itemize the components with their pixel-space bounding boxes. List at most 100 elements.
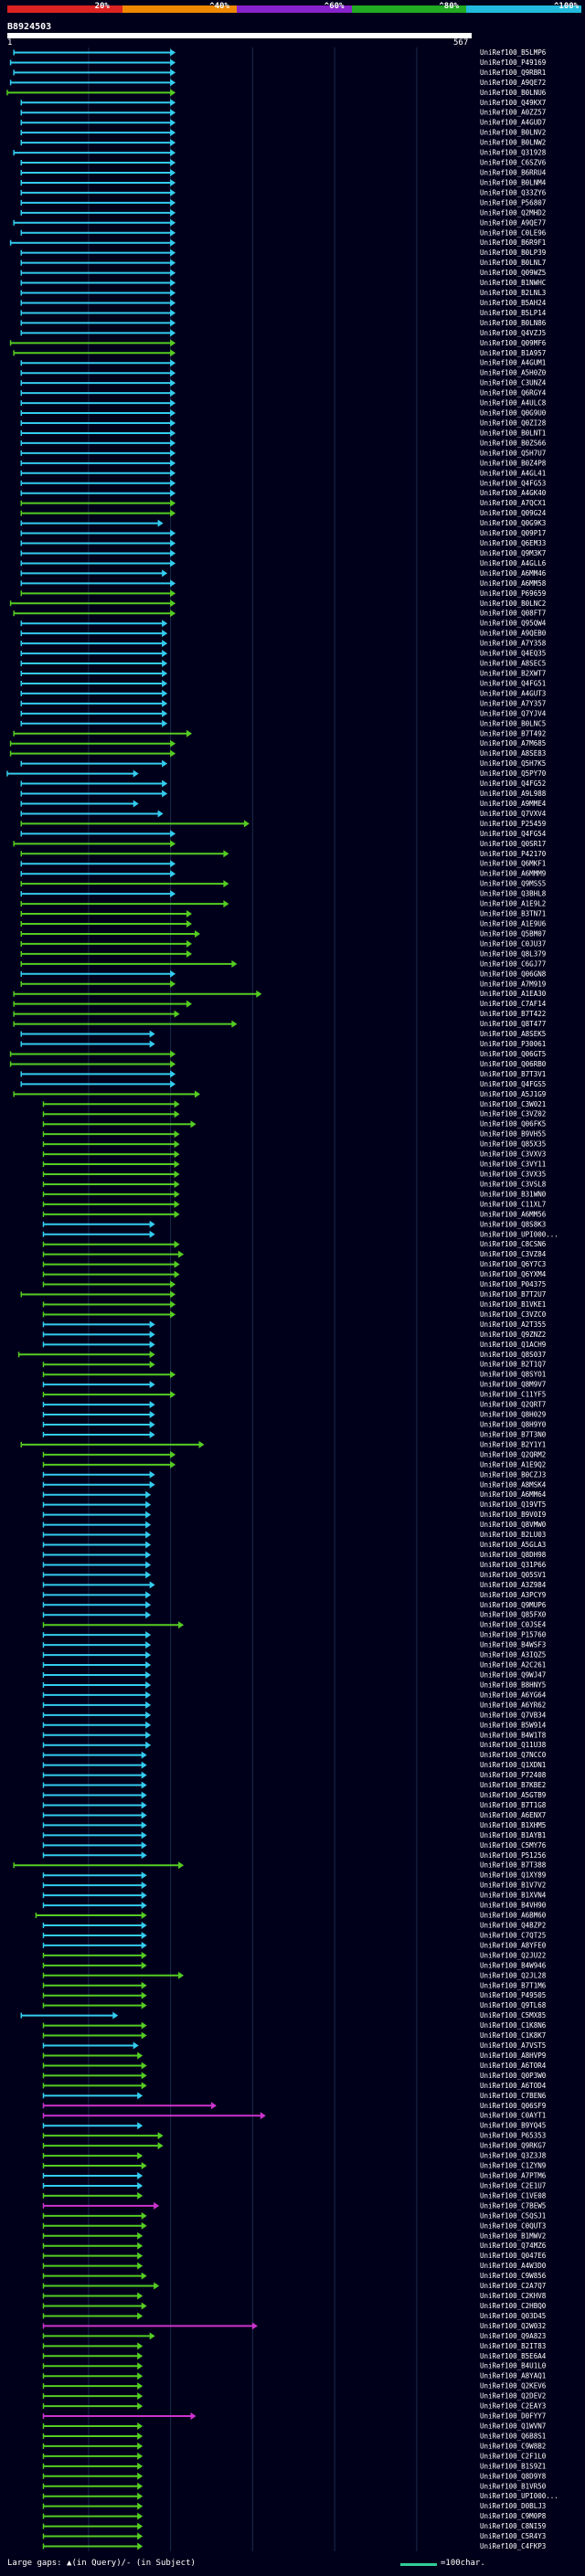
- hit-row[interactable]: UniRef100_Q7VXV4: [20, 810, 547, 818]
- hit-label[interactable]: UniRef100_Q0G9U0: [480, 409, 547, 418]
- hit-row[interactable]: UniRef100_C9W856: [42, 2272, 547, 2280]
- hit-label[interactable]: UniRef100_Q11U38: [480, 1741, 547, 1749]
- hit-label[interactable]: UniRef100_Q6EM33: [480, 539, 546, 547]
- hit-row[interactable]: UniRef100_A0ZZ57: [20, 109, 546, 117]
- hit-label[interactable]: UniRef100_A1E9U6: [480, 920, 547, 928]
- hit-row[interactable]: UniRef100_Q9ZNZ2: [42, 1330, 546, 1339]
- hit-label[interactable]: UniRef100_B5W914: [480, 1721, 547, 1729]
- hit-row[interactable]: UniRef100_A6YR62: [42, 1701, 546, 1709]
- hit-label[interactable]: UniRef100_Q0ZI28: [480, 419, 547, 428]
- hit-row[interactable]: UniRef100_Q33ZY6: [20, 188, 547, 196]
- hit-row[interactable]: UniRef100_Q6B8S1: [42, 2432, 546, 2440]
- hit-row[interactable]: UniRef100_B8HNY5: [42, 1680, 546, 1689]
- hit-row[interactable]: UniRef100_Q4VZJ5: [20, 329, 546, 337]
- hit-row[interactable]: UniRef100_Q06FK5: [42, 1120, 546, 1129]
- hit-label[interactable]: UniRef100_C0AYT1: [480, 2112, 546, 2120]
- hit-row[interactable]: UniRef100_B0LNV2: [20, 129, 546, 137]
- hit-label[interactable]: UniRef100_B0Z4P8: [480, 459, 547, 467]
- hit-row[interactable]: UniRef100_Q4FG53: [20, 479, 546, 487]
- hit-label[interactable]: UniRef100_A6MM64: [480, 1490, 547, 1499]
- hit-label[interactable]: UniRef100_Q4FG51: [480, 679, 546, 687]
- hit-label[interactable]: UniRef100_Q03D45: [480, 2312, 546, 2320]
- hit-label[interactable]: UniRef100_Q06SF9: [480, 2102, 546, 2110]
- hit-row[interactable]: UniRef100_A6MM64: [42, 1490, 547, 1499]
- hit-row[interactable]: UniRef100_B2IT83: [42, 2342, 546, 2350]
- hit-row[interactable]: UniRef100_C1VE08: [42, 2191, 547, 2200]
- hit-label[interactable]: UniRef100_Q06FK5: [480, 1120, 546, 1129]
- hit-label[interactable]: UniRef100_A1E9L2: [480, 900, 546, 908]
- hit-label[interactable]: UniRef100_C5R4Y3: [480, 2532, 546, 2540]
- hit-row[interactable]: UniRef100_C0AYT1: [42, 2112, 546, 2120]
- hit-row[interactable]: UniRef100_Q8SYO1: [42, 1371, 546, 1379]
- hit-label[interactable]: UniRef100_Q06RB0: [480, 1060, 547, 1068]
- hit-label[interactable]: UniRef100_B2Y1Y1: [480, 1440, 546, 1448]
- hit-row[interactable]: UniRef100_C5QSJ1: [42, 2211, 546, 2220]
- hit-row[interactable]: UniRef100_Q5H7K5: [20, 759, 546, 768]
- hit-label[interactable]: UniRef100_Q4VZJ5: [480, 329, 546, 337]
- hit-label[interactable]: UniRef100_C3W021: [480, 1100, 546, 1108]
- hit-label[interactable]: UniRef100_Q2KEV6: [480, 2382, 547, 2390]
- hit-row[interactable]: UniRef100_A7M919: [20, 980, 546, 988]
- hit-row[interactable]: UniRef100_P30061: [20, 1040, 546, 1048]
- hit-label[interactable]: UniRef100_B0LP39: [480, 249, 546, 257]
- hit-row[interactable]: UniRef100_P04375: [42, 1280, 546, 1288]
- hit-row[interactable]: UniRef100_Q9RBR1: [13, 69, 546, 77]
- hit-label[interactable]: UniRef100_C0JSE4: [480, 1621, 547, 1629]
- hit-label[interactable]: UniRef100_B5AH24: [480, 299, 547, 307]
- hit-label[interactable]: UniRef100_C5MX85: [480, 2011, 546, 2019]
- hit-label[interactable]: UniRef100_Q4FG52: [480, 779, 546, 788]
- hit-row[interactable]: UniRef100_Q0SR17: [13, 840, 546, 848]
- hit-row[interactable]: UniRef100_Q4BZP2: [42, 1922, 546, 1930]
- hit-row[interactable]: UniRef100_D0FYY7: [42, 2412, 546, 2421]
- hit-label[interactable]: UniRef100_C7AF14: [480, 1000, 547, 1008]
- hit-row[interactable]: UniRef100_Q09WZ5: [20, 269, 546, 277]
- hit-row[interactable]: UniRef100_B0LNC2: [9, 599, 547, 608]
- hit-row[interactable]: UniRef100_B6R9F1: [9, 239, 547, 247]
- hit-row[interactable]: UniRef100_Q19VT5: [42, 1500, 546, 1509]
- hit-label[interactable]: UniRef100_P69659: [480, 589, 546, 598]
- hit-label[interactable]: UniRef100_B8HNY5: [480, 1680, 546, 1689]
- hit-label[interactable]: UniRef100_B7KBE2: [480, 1781, 546, 1789]
- hit-label[interactable]: UniRef100_B5E6A4: [480, 2352, 547, 2360]
- hit-label[interactable]: UniRef100_Q9RKG7: [480, 2142, 546, 2150]
- hit-label[interactable]: UniRef100_C1K8K7: [480, 2031, 546, 2040]
- hit-label[interactable]: UniRef100_Q09G24: [480, 509, 547, 517]
- hit-row[interactable]: UniRef100_C11XL7: [42, 1200, 546, 1208]
- hit-row[interactable]: UniRef100_B1XHM5: [42, 1821, 546, 1829]
- hit-row[interactable]: UniRef100_Q2QRT7: [42, 1401, 546, 1409]
- hit-row[interactable]: UniRef100_B0ZS66: [20, 439, 547, 447]
- hit-row[interactable]: UniRef100_C3VZC0: [42, 1310, 547, 1319]
- hit-row[interactable]: UniRef100_A4GL41: [20, 469, 546, 477]
- hit-label[interactable]: UniRef100_A6YG64: [480, 1691, 547, 1699]
- hit-label[interactable]: UniRef100_B0LNV2: [480, 129, 546, 137]
- hit-row[interactable]: UniRef100_A7M685: [9, 739, 547, 747]
- hit-label[interactable]: UniRef100_B5LP14: [480, 309, 547, 317]
- hit-row[interactable]: UniRef100_Q1XDN1: [42, 1761, 546, 1769]
- hit-row[interactable]: UniRef100_Q0P3W0: [42, 2072, 547, 2080]
- hit-row[interactable]: UniRef100_B7KBE2: [42, 1781, 546, 1789]
- hit-label[interactable]: UniRef100_B7T2U7: [480, 1290, 546, 1299]
- hit-label[interactable]: UniRef100_C6SZV6: [480, 159, 547, 167]
- hit-row[interactable]: UniRef100_C2EAY3: [42, 2402, 546, 2411]
- hit-label[interactable]: UniRef100_C3UNZ4: [480, 379, 547, 387]
- hit-label[interactable]: UniRef100_B5LMP6: [480, 48, 547, 57]
- hit-label[interactable]: UniRef100_A6ENX7: [480, 1811, 546, 1819]
- hit-label[interactable]: UniRef100_A9QE72: [480, 79, 546, 87]
- hit-row[interactable]: UniRef100_C7BEN6: [42, 2092, 547, 2100]
- hit-row[interactable]: UniRef100_B31WN0: [42, 1190, 547, 1198]
- hit-row[interactable]: UniRef100_B1AYB1: [42, 1831, 546, 1839]
- hit-row[interactable]: UniRef100_Q5H7U7: [20, 449, 546, 457]
- hit-row[interactable]: UniRef100_B4VH90: [42, 1902, 547, 1910]
- hit-label[interactable]: UniRef100_B7T3V1: [480, 1070, 546, 1078]
- hit-row[interactable]: UniRef100_P25459: [20, 820, 546, 828]
- hit-row[interactable]: UniRef100_B0LNC5: [20, 719, 546, 727]
- hit-row[interactable]: UniRef100_Q8T477: [13, 1020, 546, 1028]
- hit-label[interactable]: UniRef100_A6MM56: [480, 1210, 547, 1218]
- hit-row[interactable]: UniRef100_B2Y1Y1: [20, 1440, 546, 1448]
- hit-row[interactable]: UniRef100_C2KHV8: [42, 2292, 547, 2300]
- hit-label[interactable]: UniRef100_A8YFE0: [480, 1941, 547, 1949]
- hit-label[interactable]: UniRef100_B1V7V2: [480, 1882, 546, 1890]
- hit-label[interactable]: UniRef100_Q08FT7: [480, 610, 546, 618]
- hit-label[interactable]: UniRef100_Q7VXV4: [480, 810, 547, 818]
- hit-row[interactable]: UniRef100_A4GLL6: [20, 559, 547, 567]
